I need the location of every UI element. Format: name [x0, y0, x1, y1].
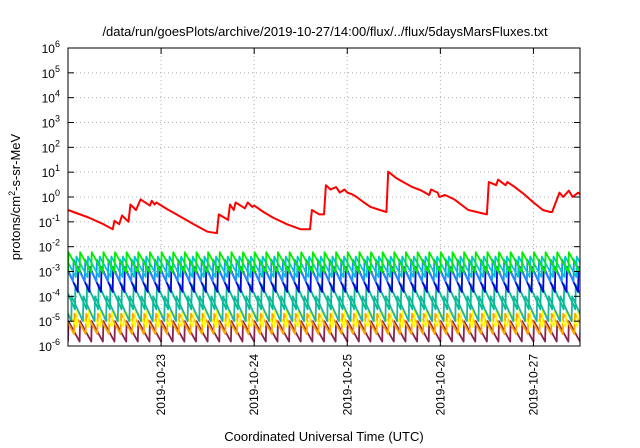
- x-tick-label: 2019-10-23: [154, 354, 168, 416]
- y-tick-label-base: 10: [39, 290, 53, 304]
- y-tick-label-exp: -2: [52, 238, 60, 248]
- series-layer: [68, 170, 580, 343]
- y-tick-label-base: 10: [39, 266, 53, 280]
- y-tick-label: 10-6: [39, 337, 60, 354]
- x-tick-label: 2019-10-27: [526, 354, 540, 416]
- y-tick-label-exp: 6: [55, 39, 60, 49]
- y-tick-label: 10-1: [39, 213, 60, 230]
- y-tick-label: 100: [42, 188, 60, 205]
- y-tick-label-base: 10: [39, 340, 53, 354]
- x-tick-label: 2019-10-24: [247, 354, 261, 416]
- y-axis-label-rest: -s-sr-MeV: [8, 133, 23, 190]
- y-tick-label: 104: [42, 89, 60, 106]
- y-tick-label: 103: [42, 114, 60, 131]
- series-line: [68, 251, 580, 274]
- y-axis-label: protons/cm2-s-sr-MeV: [7, 133, 23, 260]
- y-axis-label-sup: 2: [7, 191, 17, 196]
- y-tick-label-exp: 5: [55, 64, 60, 74]
- x-tick-label: 2019-10-25: [340, 354, 354, 416]
- y-tick-label: 10-2: [39, 238, 60, 255]
- y-tick-label-base: 10: [39, 315, 53, 329]
- y-tick-label-exp: 3: [55, 114, 60, 124]
- y-tick-label-base: 10: [42, 42, 56, 56]
- y-tick-label: 10-5: [39, 312, 60, 329]
- y-tick-label-exp: -6: [52, 337, 60, 347]
- series-line: [68, 255, 580, 278]
- series-line: [68, 295, 580, 323]
- y-tick-label: 10-3: [39, 263, 60, 280]
- y-tick-label-base: 10: [42, 117, 56, 131]
- x-tick-label: 2019-10-26: [433, 354, 447, 416]
- y-tick-label-base: 10: [39, 216, 53, 230]
- series-line: [68, 170, 580, 235]
- y-tick-label-exp: -4: [52, 287, 60, 297]
- y-tick-label: 10-4: [39, 287, 60, 304]
- y-tick-label-exp: -5: [52, 312, 60, 322]
- y-tick-label: 105: [42, 64, 60, 81]
- y-axis-label-base: protons/cm: [8, 196, 23, 260]
- y-tick-label-exp: 2: [55, 138, 60, 148]
- y-tick-label-exp: 1: [55, 163, 60, 173]
- y-tick-label: 101: [42, 163, 60, 180]
- y-tick-label-base: 10: [42, 67, 56, 81]
- x-axis-label: Coordinated Universal Time (UTC): [224, 429, 423, 444]
- y-tick-label-base: 10: [39, 241, 53, 255]
- y-tick-label-base: 10: [42, 92, 56, 106]
- y-tick-label-base: 10: [42, 191, 56, 205]
- y-tick-label-exp: 4: [55, 89, 60, 99]
- y-tick-label: 102: [42, 138, 60, 155]
- y-tick-label-exp: -1: [52, 213, 60, 223]
- y-tick-label-base: 10: [42, 141, 56, 155]
- axis-ticks: 10-610-510-410-310-210-11001011021031041…: [39, 39, 580, 415]
- y-tick-label: 106: [42, 39, 60, 56]
- chart-title: /data/run/goesPlots/archive/2019-10-27/1…: [102, 24, 548, 39]
- y-tick-label-exp: 0: [55, 188, 60, 198]
- y-tick-label-exp: -3: [52, 263, 60, 273]
- y-tick-label-base: 10: [42, 166, 56, 180]
